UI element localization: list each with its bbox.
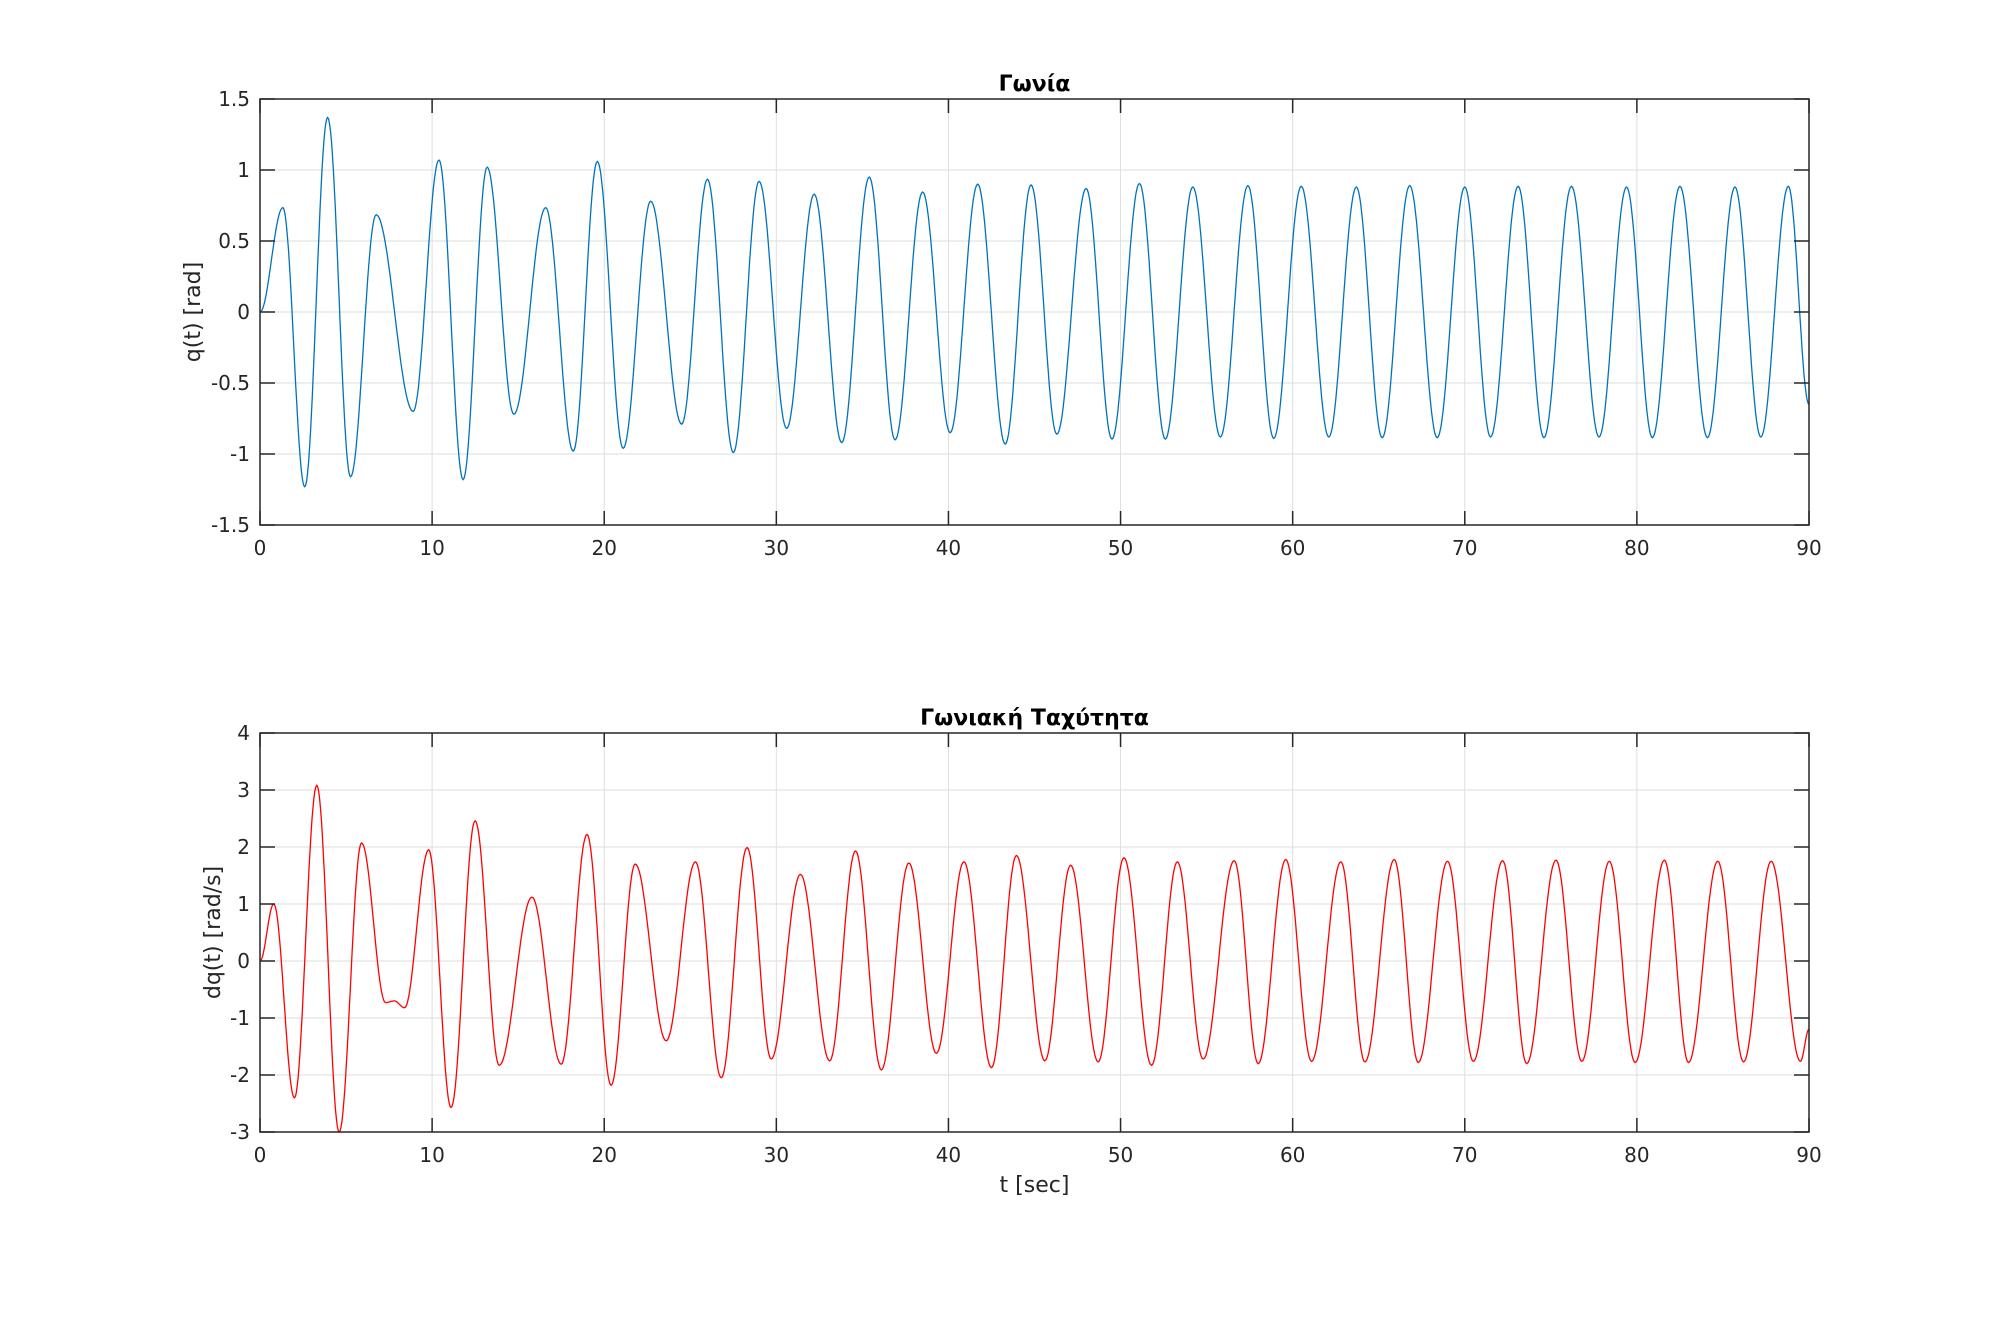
series-line <box>259 784 1810 1134</box>
y-axis-label: q(t) [rad] <box>181 262 206 362</box>
y-tick-label: 0 <box>237 949 250 973</box>
x-tick-label: 70 <box>1452 1143 1477 1167</box>
y-tick-label: -3 <box>230 1120 250 1144</box>
y-tick-label: 0 <box>237 300 250 324</box>
x-tick-label: 50 <box>1108 1143 1133 1167</box>
y-tick-label: 1.5 <box>218 87 250 111</box>
y-tick-label: 4 <box>237 721 250 745</box>
y-tick-label: 3 <box>237 778 250 802</box>
axes-frame <box>259 732 1810 1133</box>
x-tick-label: 40 <box>936 1143 961 1167</box>
plot-area <box>260 733 1809 1132</box>
y-tick-label: 0.5 <box>218 229 250 253</box>
x-tick-label: 0 <box>254 536 267 560</box>
x-tick-label: 20 <box>591 536 616 560</box>
y-tick-label: -1 <box>230 442 250 466</box>
x-tick-label: 20 <box>591 1143 616 1167</box>
x-tick-label: 10 <box>419 1143 444 1167</box>
axes-1: 0 10 20 30 40 50 60 70 80 90 -1.5 -1 -0.5 0 0.5 1 1.5 Γων… <box>181 72 1822 560</box>
y-tick-label: 1 <box>237 158 250 182</box>
chart-title: Γωνιακή Ταχύτητα <box>920 706 1149 731</box>
y-tick-label: -1 <box>230 1006 250 1030</box>
x-tick-label: 60 <box>1280 536 1305 560</box>
x-tick-label: 30 <box>764 536 789 560</box>
axes-2: 0 10 20 30 40 50 60 70 80 90 -3 -2 -1 0 1 2 3 4 Γωνιακή Τα… <box>201 706 1822 1198</box>
x-tick-label: 60 <box>1280 1143 1305 1167</box>
x-tick-label: 30 <box>764 1143 789 1167</box>
series-line <box>259 116 1810 488</box>
x-axis-label: t [sec] <box>1000 1173 1070 1198</box>
y-tick-label: 1 <box>237 892 250 916</box>
y-tick-label: -1.5 <box>211 513 250 537</box>
x-tick-label: 70 <box>1452 536 1477 560</box>
x-tick-label: 90 <box>1796 536 1821 560</box>
y-tick-label: -2 <box>230 1063 250 1087</box>
x-tick-label: 80 <box>1624 536 1649 560</box>
x-tick-label: 10 <box>419 536 444 560</box>
y-axis-label: dq(t) [rad/s] <box>201 866 226 999</box>
chart-title: Γωνία <box>999 72 1071 97</box>
x-tick-label: 90 <box>1796 1143 1821 1167</box>
x-tick-label: 40 <box>936 536 961 560</box>
x-tick-label: 50 <box>1108 536 1133 560</box>
y-tick-label: 2 <box>237 835 250 859</box>
x-tick-label: 0 <box>254 1143 267 1167</box>
y-tick-label: -0.5 <box>211 371 250 395</box>
x-tick-label: 80 <box>1624 1143 1649 1167</box>
